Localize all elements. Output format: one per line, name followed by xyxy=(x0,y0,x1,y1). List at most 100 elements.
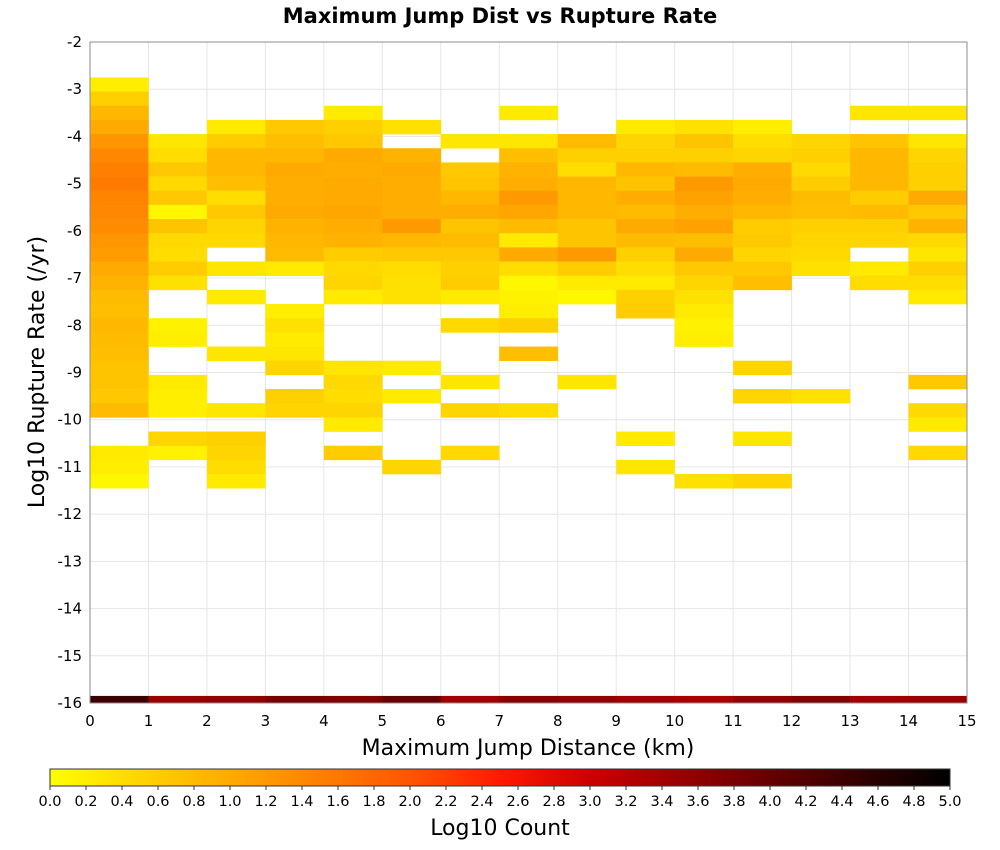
colorbar-tick-label: 3.4 xyxy=(650,794,673,810)
colorbar-tick-label: 2.4 xyxy=(470,794,493,810)
heatmap-cell xyxy=(90,374,149,390)
heatmap-cell xyxy=(440,204,500,220)
heatmap-cell xyxy=(616,304,675,319)
heatmap-cell xyxy=(908,204,968,220)
heatmap-cell xyxy=(90,134,149,149)
heatmap-cell xyxy=(908,374,968,390)
heatmap-cell xyxy=(499,403,559,418)
x-tick-label: 6 xyxy=(436,712,446,730)
x-tick-labels: 0 1 2 3 4 5 6 7 8 9 10 11 12 13 14 15 xyxy=(85,712,976,730)
heatmap-cell xyxy=(557,275,617,291)
heatmap-cell xyxy=(850,275,909,291)
heatmap-cell xyxy=(148,162,208,177)
colorbar xyxy=(49,768,951,787)
heatmap-cell xyxy=(265,219,325,234)
heatmap-cell xyxy=(850,176,909,192)
heatmap-cell xyxy=(206,162,266,177)
heatmap-cell xyxy=(148,176,208,192)
heatmap-cell xyxy=(148,219,208,234)
heatmap-cell xyxy=(382,219,442,234)
heatmap-cell xyxy=(674,176,734,192)
heatmap-cell xyxy=(791,389,851,404)
heatmap-cell xyxy=(148,148,208,163)
heatmap-cell xyxy=(323,233,383,248)
chart-title: Maximum Jump Dist vs Rupture Rate xyxy=(283,4,717,28)
heatmap-cell xyxy=(148,318,208,333)
plot-frame xyxy=(89,41,968,704)
heatmap-cell xyxy=(323,275,383,291)
x-tick-label: 13 xyxy=(841,712,860,730)
heatmap-cell xyxy=(733,261,792,277)
y-tick-label: -3 xyxy=(67,80,82,98)
heatmap-cell xyxy=(616,233,675,248)
heatmap-cell xyxy=(557,190,617,206)
heatmap-cell xyxy=(265,332,325,347)
y-tick-label: -6 xyxy=(67,222,82,240)
heatmap-cell xyxy=(90,119,149,135)
heatmap-cell xyxy=(440,190,500,206)
heatmap-cell xyxy=(499,134,559,149)
heatmap-cell xyxy=(206,695,266,703)
heatmap-cell xyxy=(265,346,325,361)
heatmap-cell xyxy=(674,204,734,220)
heatmap-cell xyxy=(90,162,149,177)
y-tick-label: -2 xyxy=(67,33,82,51)
heatmap-cell xyxy=(908,176,968,192)
x-tick-label: 15 xyxy=(957,712,976,730)
colorbar-tick-label: 4.2 xyxy=(794,794,817,810)
heatmap-cell xyxy=(323,695,383,703)
x-tick-label: 3 xyxy=(261,712,271,730)
colorbar-tick-label: 3.2 xyxy=(614,794,637,810)
heatmap-cell xyxy=(674,162,734,177)
heatmap-cell xyxy=(323,389,383,404)
heatmap-cell xyxy=(382,261,442,277)
heatmap-cell xyxy=(908,403,968,418)
heatmap-cell xyxy=(674,148,734,163)
heatmap-cell xyxy=(733,360,792,376)
x-tick-label: 0 xyxy=(85,712,95,730)
colorbar-tick-label: 1.0 xyxy=(218,794,241,810)
heatmap-cell xyxy=(791,176,851,192)
heatmap-cell xyxy=(206,261,266,277)
heatmap-cell xyxy=(148,190,208,206)
colorbar-tick-label: 0.4 xyxy=(110,794,133,810)
heatmap-cell xyxy=(908,695,968,703)
y-tick-label: -8 xyxy=(67,316,82,334)
heatmap-cell xyxy=(791,204,851,220)
heatmap-cell xyxy=(148,695,208,703)
heatmap-cell xyxy=(499,204,559,220)
heatmap-cell xyxy=(323,247,383,262)
heatmap-cell xyxy=(674,275,734,291)
heatmap-cell xyxy=(674,134,734,149)
heatmap-cell xyxy=(674,190,734,206)
heatmap-cell xyxy=(850,148,909,163)
heatmap-cell xyxy=(206,233,266,248)
heatmap-cell xyxy=(850,190,909,206)
heatmap-cell xyxy=(557,162,617,177)
heatmap-cell xyxy=(323,261,383,277)
heatmap-cell xyxy=(733,119,792,135)
y-tick-label: -14 xyxy=(58,600,83,618)
heatmap-cell xyxy=(323,374,383,390)
heatmap-cell xyxy=(382,695,442,703)
heatmap-cell xyxy=(382,247,442,262)
heatmap-cell xyxy=(850,695,909,703)
heatmap-cell xyxy=(791,233,851,248)
heatmap-cell xyxy=(323,162,383,177)
heatmap-cell xyxy=(733,275,792,291)
x-tick-label: 4 xyxy=(319,712,329,730)
heatmap-cell xyxy=(908,289,968,305)
heatmap-cell xyxy=(557,289,617,305)
heatmap-cell xyxy=(323,219,383,234)
x-tick-label: 9 xyxy=(611,712,621,730)
heatmap-cell xyxy=(850,105,909,121)
heatmap-cell xyxy=(850,233,909,248)
heatmap-cell xyxy=(90,77,149,92)
heatmap-cell xyxy=(557,219,617,234)
heatmap-cell xyxy=(557,247,617,262)
heatmap-cell xyxy=(440,134,500,149)
colorbar-tick-label: 1.4 xyxy=(290,794,313,810)
heatmap-cell xyxy=(265,389,325,404)
heatmap-cell xyxy=(440,318,500,333)
heatmap-cell xyxy=(616,261,675,277)
